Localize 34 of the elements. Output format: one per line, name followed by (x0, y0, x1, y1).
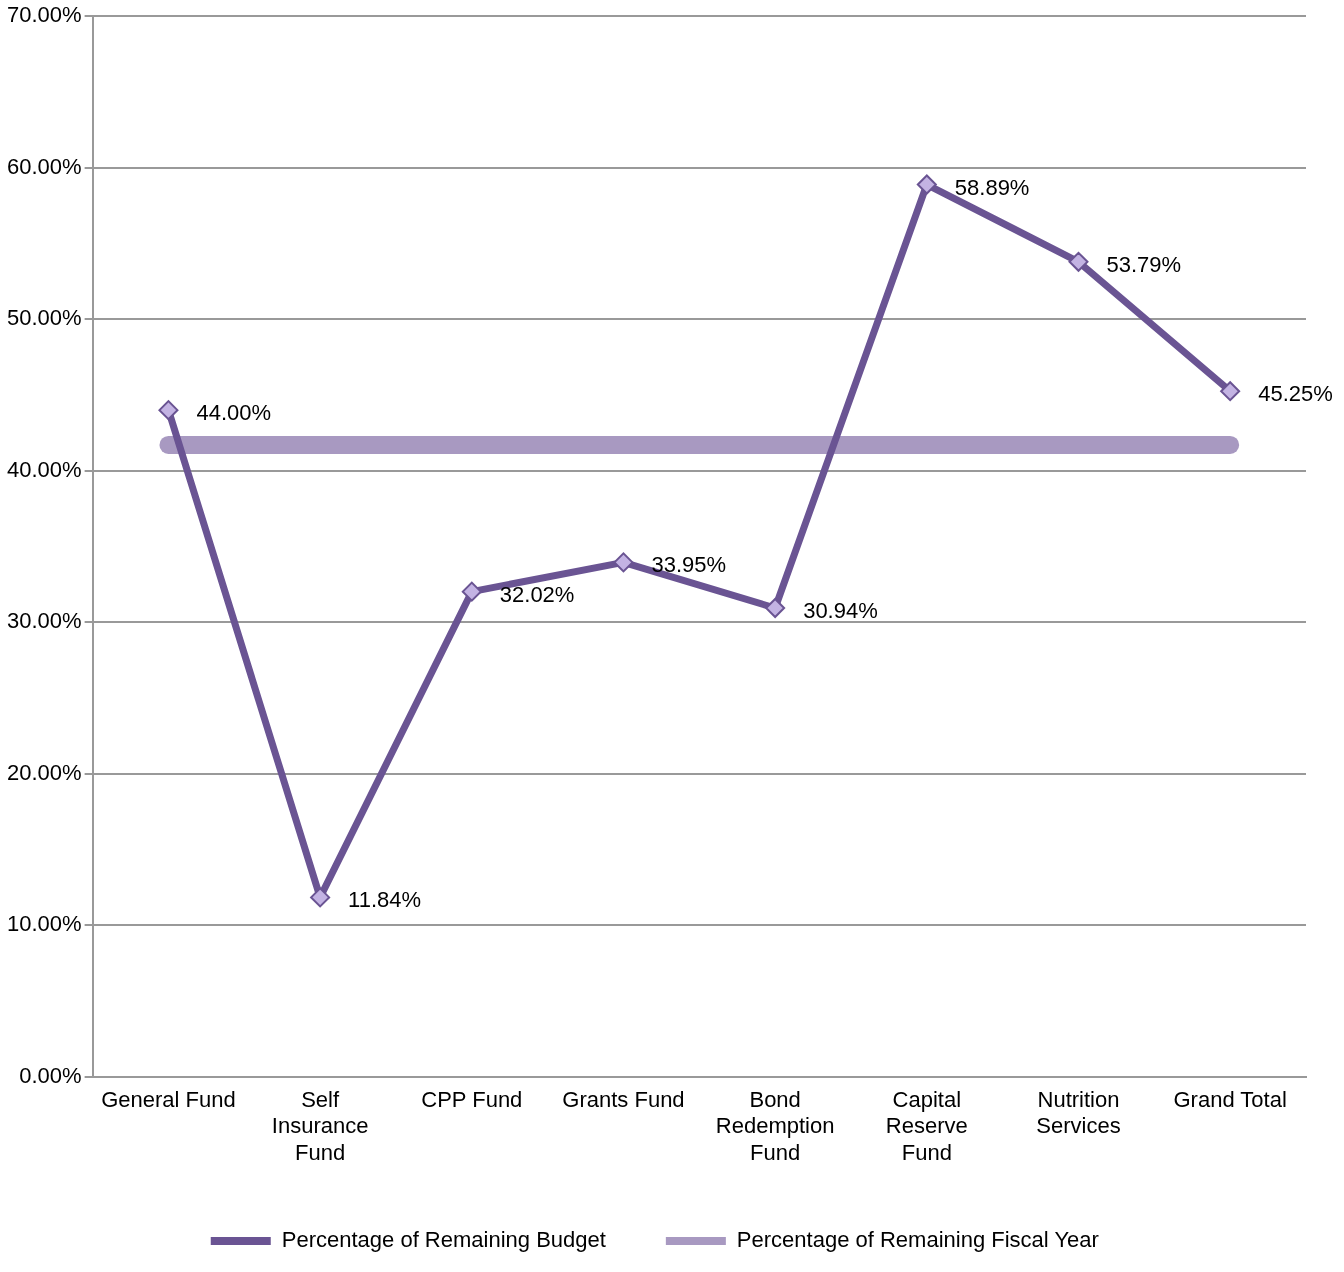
point (916, 174, 937, 195)
data-label: 44.00% (196, 400, 272, 426)
x-tick-label: Self Insurance Fund (271, 1087, 369, 1165)
x-tick-label: Nutrition Services (1036, 1087, 1121, 1139)
y-tick-label: 20.00% (6, 759, 82, 785)
y-tick-label: 30.00% (6, 608, 82, 634)
data-label: 11.84% (348, 887, 422, 913)
y-tick-label: 60.00% (6, 153, 82, 179)
point (765, 598, 786, 619)
data-label: 32.02% (499, 581, 575, 607)
data-label: 58.89% (954, 174, 1030, 200)
y-tick-label: 40.00% (6, 456, 82, 482)
data-label: 45.25% (1258, 381, 1333, 407)
point (1220, 381, 1241, 402)
x-tick-label: Capital Reserve Fund (885, 1087, 968, 1165)
x-tick-label: Grants Fund (562, 1087, 685, 1113)
point (1068, 251, 1089, 272)
point (613, 552, 634, 573)
data-label: 53.79% (1106, 251, 1182, 277)
y-tick-label: 10.00% (6, 911, 82, 937)
point (461, 581, 482, 602)
point (310, 887, 331, 908)
legend-label: Percentage of Remaining Budget (281, 1227, 606, 1253)
y-tick-label: 50.00% (6, 305, 82, 331)
data-label: 30.94% (803, 598, 878, 624)
x-tick-label: General Fund (101, 1087, 236, 1113)
x-tick-label: Grand Total (1173, 1087, 1287, 1113)
y-tick-label: 0.00% (19, 1062, 82, 1088)
x-tick-label: Bond Redemption Fund (715, 1087, 835, 1165)
legend-label: Percentage of Remaining Fiscal Year (736, 1227, 1099, 1253)
x-tick-label: CPP Fund (421, 1087, 523, 1113)
y-tick-label: 70.00% (6, 2, 82, 28)
point (158, 400, 179, 421)
data-label: 33.95% (651, 552, 727, 578)
